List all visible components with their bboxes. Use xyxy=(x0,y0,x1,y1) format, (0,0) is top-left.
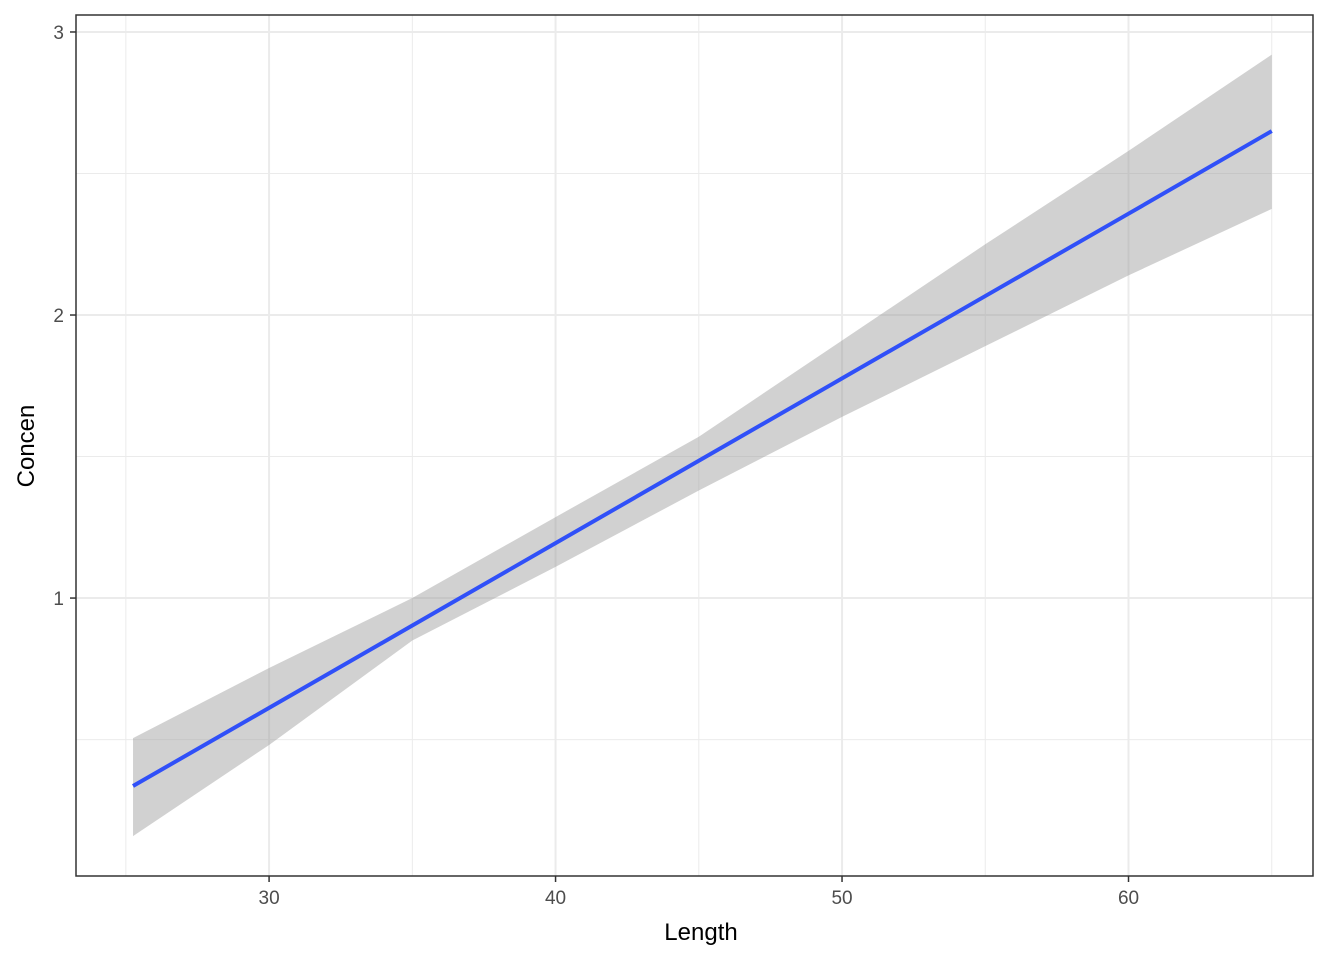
y-tick-label: 1 xyxy=(53,589,64,610)
x-tick-label: 50 xyxy=(831,888,852,909)
panel-border xyxy=(75,14,1314,877)
y-axis-title: Concen xyxy=(13,405,40,488)
x-axis-title: Length xyxy=(664,919,737,946)
trend-line xyxy=(132,129,1273,788)
x-tick-label: 30 xyxy=(259,888,280,909)
x-tick-label: 40 xyxy=(545,888,566,909)
y-tick-label: 3 xyxy=(53,23,64,44)
confidence-band xyxy=(133,54,1272,837)
x-tick-label: 60 xyxy=(1118,888,1139,909)
y-tick-label: 2 xyxy=(53,306,64,327)
